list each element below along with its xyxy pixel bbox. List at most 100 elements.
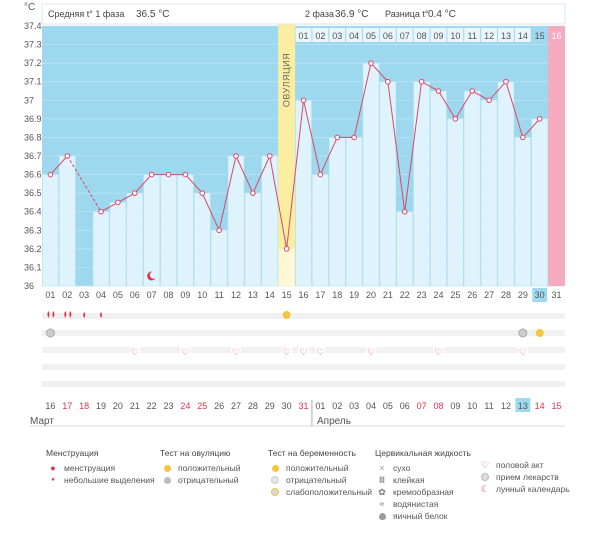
cycle-day-label: 07 (147, 290, 157, 300)
calendar-date-label: 28 (248, 401, 258, 411)
y-tick-label: 36.7 (24, 151, 42, 161)
legend-item: Ⅲ клейкая (375, 474, 471, 486)
temperature-point (469, 88, 476, 94)
cycle-day-label: 06 (130, 290, 140, 300)
legend-item-label: яичный белок (393, 511, 448, 521)
legend-item: положительный (268, 462, 372, 474)
temperature-point (182, 171, 189, 178)
calendar-date-label: 08 (433, 401, 443, 411)
legend-item-label: лунный календарь (496, 484, 570, 494)
temperature-line-segment (286, 100, 304, 249)
cycle-day-label: 03 (79, 290, 89, 300)
heart-bg (517, 347, 528, 356)
heart-icon: ♡ (316, 347, 324, 357)
temperature-line-segment (303, 100, 321, 175)
watery-icon: ≈ (379, 499, 385, 509)
legend-title: Тест на овуляцию (160, 448, 231, 458)
plot-area: ОВУЛЯЦИЯ 01 02 03 04 05 06 07 08 09 10 11 12 13 14 15 16 (42, 4, 565, 287)
cycle-day-label: 29 (518, 290, 528, 300)
drop-icon: ● (50, 463, 56, 473)
today-highlight (532, 288, 548, 302)
cycle-day-label: 27 (484, 290, 494, 300)
phase2-day-label: 14 (518, 31, 528, 41)
calendar-date-label: 02 (332, 401, 342, 411)
temperature-line-segment (218, 155, 237, 231)
cycle-day-label: 08 (164, 290, 174, 300)
calendar-date-label: 01 (315, 401, 325, 411)
heart-icon: ♡ (519, 347, 527, 357)
calendar-date-label: 09 (450, 401, 460, 411)
ovulation-negative-icon (45, 328, 55, 338)
temperature-bar (160, 174, 177, 287)
temperature-line-segment (185, 174, 203, 194)
phase2-day-label: 15 (535, 31, 545, 41)
calendar-date-label: 29 (265, 401, 275, 411)
phase2-day-label: 09 (433, 31, 443, 41)
heart-bg (433, 347, 444, 356)
legend-item: ≈ водянистая (375, 498, 471, 510)
temperature-point (266, 153, 273, 159)
temperature-point (317, 171, 324, 178)
cycle-day-label: 28 (501, 290, 511, 300)
legend-item: ✿ кремообразная (375, 486, 471, 498)
legend-title: Цервикальная жидкость (375, 448, 471, 458)
temperature-bar (59, 155, 76, 287)
pink-day-band (548, 26, 565, 286)
heart-bg (315, 347, 326, 356)
temperature-point (435, 88, 442, 94)
y-tick-label: 36.4 (24, 207, 42, 217)
temperature-bar (42, 174, 59, 287)
temperature-bar (194, 192, 211, 287)
temperature-line-segment (505, 81, 524, 138)
temperature-line-segment (117, 192, 136, 203)
legend-item-label: положительный (178, 463, 241, 473)
legend-item: ☾ лунный календарь (478, 483, 570, 495)
cycle-day-label: 04 (96, 290, 106, 300)
temperature-bar (227, 155, 245, 287)
temperature-bar (329, 137, 346, 287)
heart-icon: ♡ (232, 347, 240, 357)
calendar-date-label: 11 (484, 401, 493, 411)
legend-item-label: отрицательный (286, 475, 347, 485)
phase2-day-cell (498, 28, 514, 42)
temperature-line-segment (454, 90, 473, 120)
temperature-bar (531, 118, 548, 287)
temperature-bar (430, 90, 447, 287)
temperature-bar (480, 100, 498, 287)
temperature-point (283, 246, 290, 252)
phase2-day-label: 13 (501, 31, 511, 41)
y-tick-label: 36.6 (24, 170, 42, 180)
calendar-date-label: 27 (231, 401, 241, 411)
calendar-date-label: 19 (96, 401, 106, 411)
legend-item: яичный белок (375, 510, 471, 522)
phase2-day-cell (413, 28, 430, 42)
temperature-bar (497, 81, 515, 287)
phase2-value: 36.9 °C (335, 9, 368, 20)
calendar-date-label: 05 (383, 401, 393, 411)
heart-icon: ♡ (299, 347, 307, 357)
temperature-bar (514, 137, 532, 287)
phase2-day-label: 16 (552, 31, 562, 41)
month-label-march: Март (30, 416, 54, 427)
y-tick-label: 36.2 (24, 244, 42, 254)
ovulation-negative-icon (160, 476, 174, 484)
calendar-date-label: 17 (62, 401, 72, 411)
calendar-date-label: 24 (180, 401, 190, 411)
phase2-day-label: 06 (383, 31, 393, 41)
temperature-line-segment (421, 81, 439, 92)
phase2-day-label: 04 (349, 31, 359, 41)
header-bar (41, 3, 566, 25)
temperature-point (300, 97, 307, 104)
month-label-april: Апрель (317, 416, 351, 427)
temperature-line-segment (201, 192, 220, 231)
phase2-day-cell (447, 28, 464, 42)
phase2-day-label: 02 (315, 31, 325, 41)
temperature-bar (447, 118, 464, 287)
today-date-highlight (515, 398, 531, 412)
cycle-day-label: 15 (282, 290, 292, 300)
menstruation-heavy-icon (47, 311, 55, 318)
temperature-point (250, 190, 256, 196)
cycle-day-label: 10 (197, 290, 207, 300)
phase2-day-cell (464, 28, 481, 42)
cycle-day-label: 12 (231, 290, 241, 300)
